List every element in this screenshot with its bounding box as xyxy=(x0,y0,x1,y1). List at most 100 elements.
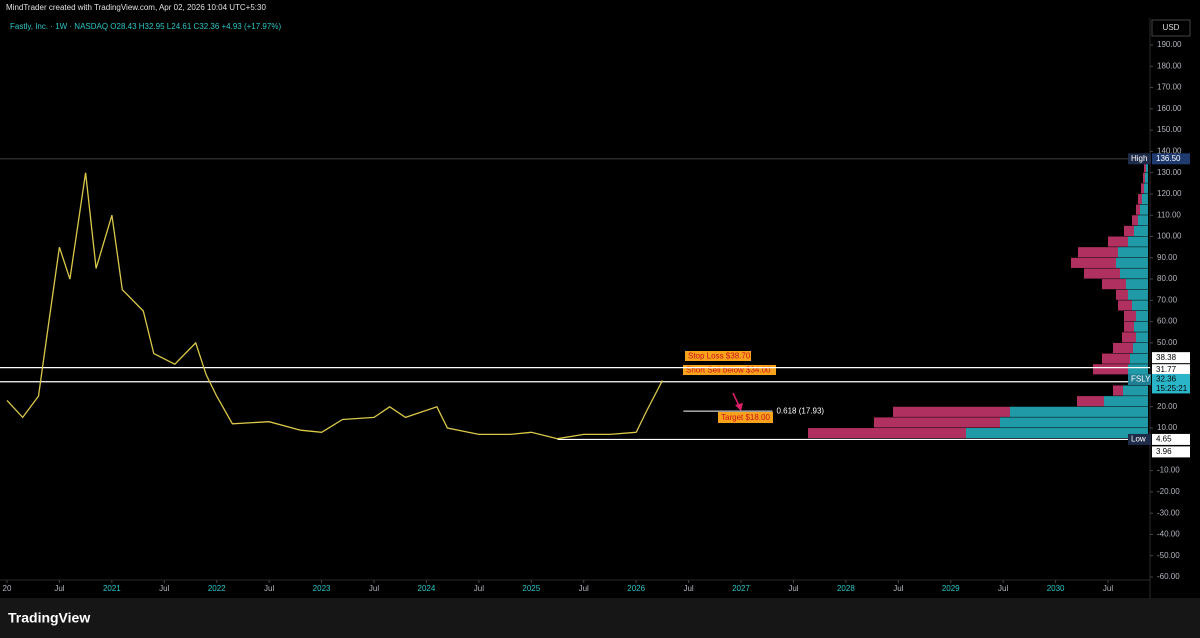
profile-buy xyxy=(1142,193,1148,205)
price-label-box xyxy=(1152,352,1190,364)
x-tick-label: 2025 xyxy=(522,584,540,593)
y-tick-label: 180.00 xyxy=(1157,61,1182,70)
profile-buy xyxy=(1136,311,1148,322)
x-tick-label: Jul xyxy=(159,584,169,593)
y-tick-label: 100.00 xyxy=(1157,232,1182,241)
profile-sell xyxy=(1113,385,1123,396)
profile-sell xyxy=(1124,311,1136,322)
price-label-box xyxy=(1152,373,1190,385)
annotation-box xyxy=(685,351,751,361)
price-line xyxy=(6,172,663,440)
x-tick-label: 2021 xyxy=(103,584,121,593)
profile-sell xyxy=(1136,204,1140,215)
profile-buy xyxy=(1136,332,1148,343)
profile-buy xyxy=(1104,396,1148,407)
y-tick-label: 160.00 xyxy=(1157,104,1182,113)
currency-box xyxy=(1151,19,1191,37)
x-tick-label: Jul xyxy=(788,584,798,593)
annotation: Stop Loss $38.70 xyxy=(688,352,751,361)
y-tick-label: -20.00 xyxy=(1157,487,1180,496)
profile-buy xyxy=(1138,215,1148,226)
price-label-box xyxy=(1152,446,1190,458)
profile-sell xyxy=(1118,300,1132,311)
price-label: 38.38 xyxy=(1156,353,1177,362)
profile-buy xyxy=(1145,172,1148,183)
y-tick-label: 140.00 xyxy=(1157,147,1182,156)
y-tick-label: -40.00 xyxy=(1157,530,1180,539)
y-tick-label: 190.00 xyxy=(1157,40,1182,49)
profile-buy xyxy=(1000,417,1148,428)
profile-buy xyxy=(1132,300,1148,311)
profile-sell xyxy=(1116,289,1128,300)
x-tick-label: 2023 xyxy=(313,584,331,593)
fib-label: 0.618 (17.93) xyxy=(776,406,824,415)
profile-buy xyxy=(1128,289,1148,300)
profile-buy xyxy=(1116,257,1148,268)
profile-sell xyxy=(1102,279,1126,290)
y-tick-label: 10.00 xyxy=(1157,423,1178,432)
price-label-box xyxy=(1152,153,1190,165)
x-tick-label: 2026 xyxy=(627,584,645,593)
profile-sell xyxy=(1132,215,1138,226)
profile-sell xyxy=(1078,247,1118,258)
profile-sell xyxy=(1077,396,1104,407)
x-tick-label: 2029 xyxy=(942,584,960,593)
profile-sell xyxy=(1122,332,1136,343)
y-tick-label: -50.00 xyxy=(1157,551,1180,560)
x-tick-label: Jul xyxy=(369,584,379,593)
x-tick-label: 2027 xyxy=(732,584,750,593)
x-tick-label: Jul xyxy=(474,584,484,593)
profile-sell xyxy=(1084,268,1120,279)
annotation-box xyxy=(718,412,773,423)
profile-buy xyxy=(1123,385,1148,396)
profile-buy xyxy=(1128,236,1148,247)
profile-buy xyxy=(1134,225,1148,237)
annotation: Target $18.00 xyxy=(721,413,770,422)
y-tick-label: 150.00 xyxy=(1157,125,1182,134)
price-label-box xyxy=(1152,433,1190,445)
y-tick-label: 60.00 xyxy=(1157,317,1178,326)
arrow-head xyxy=(735,403,743,411)
y-tick-label: 70.00 xyxy=(1157,295,1178,304)
profile-sell xyxy=(1143,172,1145,183)
x-tick-label: Jul xyxy=(893,584,903,593)
y-tick-label: 120.00 xyxy=(1157,189,1182,198)
countdown: 15:25:21 xyxy=(1156,384,1188,393)
profile-buy xyxy=(966,428,1148,439)
price-label-box xyxy=(1152,364,1190,376)
profile-buy xyxy=(1140,204,1148,215)
profile-buy xyxy=(1126,279,1148,290)
x-tick-label: 20 xyxy=(3,584,12,593)
profile-sell xyxy=(1141,183,1144,194)
profile-sell xyxy=(1144,162,1146,173)
profile-buy xyxy=(1120,268,1148,279)
price-label-name: Low xyxy=(1131,435,1146,444)
footer-bar xyxy=(0,598,1200,638)
price-label: 4.65 xyxy=(1156,435,1172,444)
y-tick-label: 20.00 xyxy=(1157,402,1178,411)
price-label: 136.50 xyxy=(1156,154,1181,163)
profile-buy xyxy=(1146,162,1148,173)
price-label-name-box xyxy=(1128,153,1151,165)
profile-sell xyxy=(1124,321,1134,332)
profile-sell xyxy=(1138,193,1142,205)
price-label: 32.36 xyxy=(1156,375,1177,384)
annotation: Short Sell below $34.00 xyxy=(686,366,771,375)
profile-buy xyxy=(1118,247,1148,258)
legend: Fastly, Inc. · 1W · NASDAQ O28.43 H32.95… xyxy=(10,22,281,31)
x-tick-label: Jul xyxy=(998,584,1008,593)
profile-buy xyxy=(1134,321,1148,332)
y-tick-label: 110.00 xyxy=(1157,210,1181,219)
profile-buy xyxy=(1130,353,1148,364)
profile-buy xyxy=(1128,364,1148,375)
header: MindTrader created with TradingView.com,… xyxy=(6,3,266,12)
y-tick-label: -30.00 xyxy=(1157,508,1180,517)
price-label: 31.77 xyxy=(1156,365,1177,374)
x-tick-label: Jul xyxy=(54,584,64,593)
profile-sell xyxy=(874,417,1000,428)
y-tick-label: 170.00 xyxy=(1157,83,1182,92)
x-tick-label: Jul xyxy=(579,584,589,593)
